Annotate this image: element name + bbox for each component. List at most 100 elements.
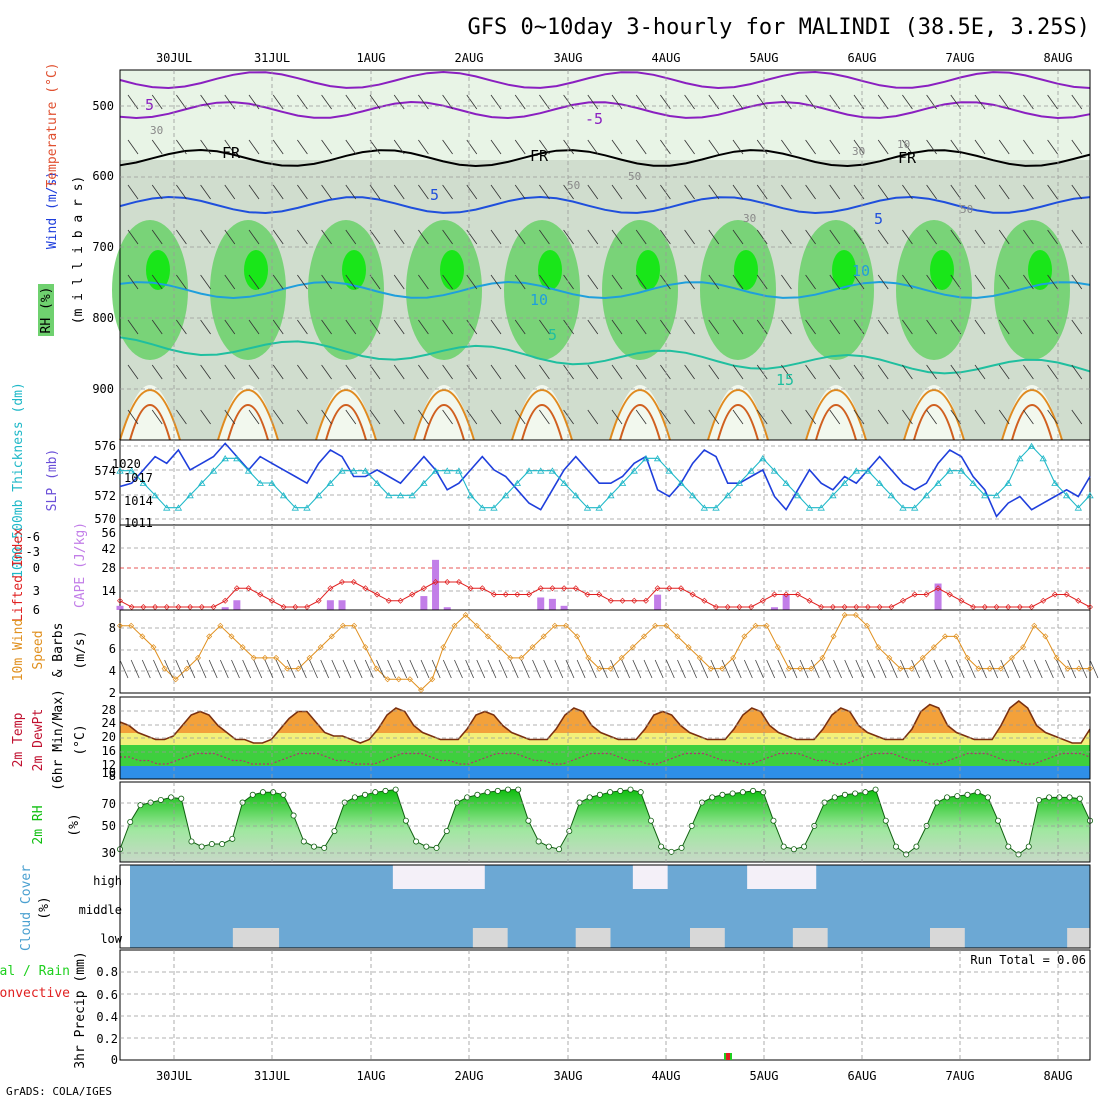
rh-point (127, 819, 134, 826)
cape-tick: 14 (102, 584, 116, 598)
rh-green-blob (210, 220, 286, 360)
precip-convective-bar (726, 1053, 730, 1060)
date-label: 2AUG (455, 1069, 484, 1083)
temp-axis-label-2: 2m DewPt (31, 709, 46, 772)
thickness-point (770, 467, 779, 474)
rh-point (168, 794, 175, 801)
lifted-index-point (479, 585, 486, 592)
contour-label: 30 (743, 212, 756, 225)
lifted-index-point (958, 597, 965, 604)
temp-contour-25 (707, 389, 769, 441)
wind-barb (805, 409, 816, 425)
rh-point (647, 817, 654, 824)
wind-barb (141, 659, 151, 679)
thickness-point (466, 492, 475, 499)
wind-barb (708, 274, 720, 290)
thickness-point (373, 479, 381, 486)
wind-barb (756, 139, 768, 155)
wind-barb (844, 659, 854, 679)
rh-bright-blob (734, 250, 758, 290)
wind-barb (321, 364, 332, 380)
wind-speed-point (830, 633, 837, 640)
lifted-index-point (677, 585, 684, 592)
wind-speed-point (774, 644, 781, 651)
wind-barb (253, 659, 263, 679)
wind-barb (922, 659, 932, 679)
thickness-point (478, 504, 486, 511)
wind-speed-point (719, 665, 726, 672)
wind-barb (393, 94, 405, 110)
wind-barb (127, 274, 139, 290)
rh-point (954, 793, 961, 800)
rh-bright-blob (832, 250, 856, 290)
wind-barb (781, 94, 792, 110)
wind-barb (744, 659, 753, 679)
lifted-index-point (385, 597, 392, 604)
wind-barb (684, 229, 695, 245)
wind-barb (632, 659, 642, 679)
freezing-level (119, 148, 1091, 168)
thickness-point (583, 504, 592, 511)
precip-axis-label: 3hr Precip (mm) (73, 951, 88, 1068)
contour-label: 5 (145, 96, 154, 114)
lifted-index-point (467, 585, 474, 592)
wind-barb (781, 319, 792, 335)
wind-barb (127, 139, 139, 155)
wind-barb (1071, 409, 1083, 425)
thickness-point (875, 479, 884, 486)
wind-barb (708, 184, 720, 200)
wind-barb (611, 184, 623, 200)
wind-barb (660, 184, 671, 200)
low-cloud-block (587, 928, 600, 948)
wind-speed-point (373, 665, 380, 672)
wind-barb (926, 139, 937, 155)
wind-barb (151, 94, 163, 110)
wind-speed-point (808, 665, 815, 672)
contour-label: FR (898, 149, 917, 167)
lifted-index-point (455, 579, 462, 585)
rh-point (1035, 796, 1042, 803)
precip-panel (119, 949, 1091, 1061)
thickness-point (1074, 504, 1083, 511)
low-cloud-block (941, 928, 954, 948)
rh-point (668, 848, 675, 855)
rh-point (780, 843, 787, 850)
thickness-tick: 572 (94, 489, 116, 503)
thickness-point (887, 492, 896, 499)
wind-barb (829, 409, 841, 425)
wind-speed-point (652, 622, 659, 629)
wind-barb (387, 659, 396, 679)
wind-barb (224, 139, 236, 155)
lifted-index-point (502, 591, 509, 598)
thickness-point (724, 492, 732, 499)
wind-barb (186, 659, 196, 679)
wind-barb (393, 229, 405, 245)
wind-barb (176, 229, 187, 245)
wind-barb (1047, 184, 1058, 200)
date-label: 31JUL (254, 1069, 290, 1083)
thickness-point (642, 455, 650, 462)
cape-bar (548, 598, 556, 610)
wind-barb (345, 139, 357, 155)
wind-barb (611, 274, 623, 290)
thickness-point (174, 504, 183, 511)
rh-axis-label: RH (%) (39, 287, 54, 334)
wind-barb (611, 139, 623, 155)
wind-barb (950, 94, 962, 110)
wind-barb (1023, 364, 1034, 380)
high-cloud-block (792, 865, 805, 889)
wind-barb (766, 659, 776, 679)
lifted-index-tick: -6 (26, 530, 40, 544)
wind-barb (635, 184, 647, 200)
wind-barb (321, 94, 332, 110)
lifted-index-point (526, 591, 533, 598)
wind-speed-point (864, 622, 871, 629)
wind10m-frame (119, 609, 1091, 694)
wind-barb (950, 409, 962, 425)
thickness-point (560, 479, 568, 486)
rh-point (882, 817, 889, 824)
wind-speed-point (629, 644, 636, 651)
thickness-point (992, 492, 1001, 499)
rh-point (852, 790, 859, 797)
